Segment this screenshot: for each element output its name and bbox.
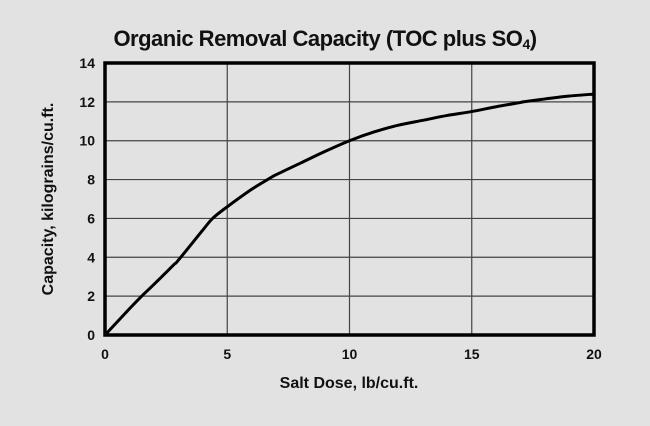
x-tick-label: 15 [464,346,480,362]
y-tick-label: 6 [87,210,95,226]
y-tick-label: 2 [87,288,95,304]
chart-title-text: Organic Removal Capacity (TOC plus SO [113,26,523,51]
x-axis-label: Salt Dose, lb/cu.ft. [280,375,419,392]
y-axis-ticks: 0 2 4 6 8 10 12 14 [79,55,95,343]
y-tick-label: 4 [87,249,95,265]
y-tick-label: 0 [87,327,95,343]
chart-title-close-paren: ) [529,26,537,51]
chart-title-subscript: 4 [522,36,530,52]
x-tick-label: 20 [586,346,602,362]
x-tick-label: 10 [342,346,358,362]
data-line [103,92,596,337]
y-tick-label: 8 [87,172,95,188]
y-tick-label: 10 [79,133,95,149]
x-axis-ticks: 0 5 10 15 20 [101,346,602,362]
y-tick-label: 14 [79,55,95,71]
x-tick-label: 5 [223,346,231,362]
x-tick-label: 0 [101,346,109,362]
y-axis-label: Capacity, kilograins/cu.ft. [40,103,57,296]
y-tick-label: 12 [79,94,95,110]
chart-title: Organic Removal Capacity (TOC plus SO4) [0,26,650,52]
plot-frame [103,61,596,337]
